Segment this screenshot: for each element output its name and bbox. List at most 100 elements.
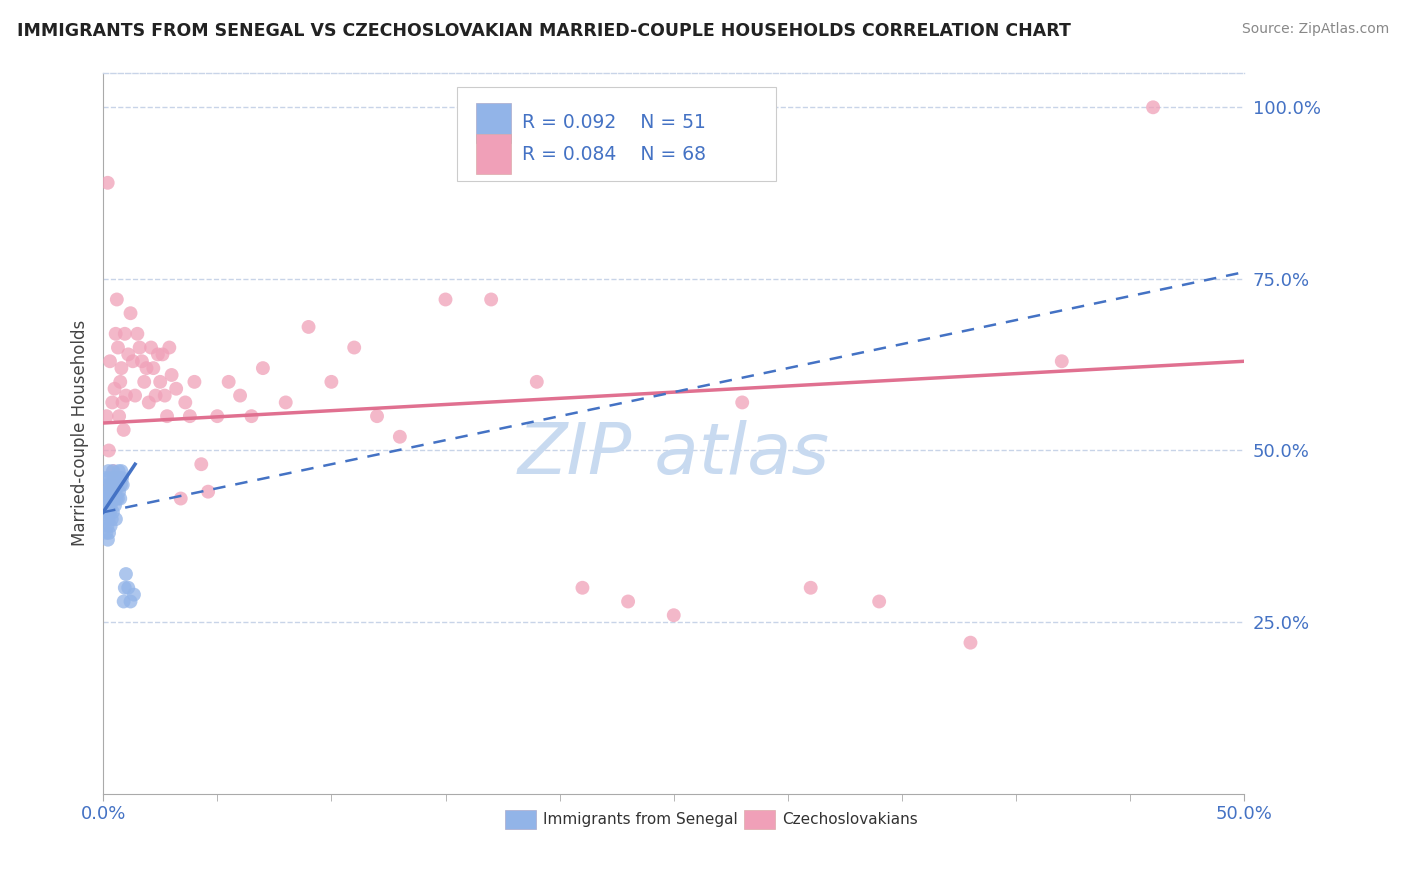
Point — [115, 567, 138, 582]
Point — [100, 491, 122, 506]
Point — [170, 491, 193, 506]
Text: Source: ZipAtlas.com: Source: ZipAtlas.com — [1241, 22, 1389, 37]
Point — [100, 484, 122, 499]
Point — [103, 382, 125, 396]
Point — [107, 478, 129, 492]
Point — [139, 341, 162, 355]
Point — [96, 505, 118, 519]
Point — [94, 512, 117, 526]
Point — [959, 635, 981, 649]
Point — [108, 484, 131, 499]
Point — [104, 512, 127, 526]
Point — [146, 347, 169, 361]
Point — [388, 430, 411, 444]
Point — [179, 409, 201, 424]
Point — [229, 388, 252, 402]
Point — [112, 594, 135, 608]
Point — [100, 478, 122, 492]
Point — [366, 409, 388, 424]
Point — [114, 326, 136, 341]
Text: Immigrants from Senegal: Immigrants from Senegal — [543, 812, 738, 827]
Text: R = 0.092    N = 51: R = 0.092 N = 51 — [522, 113, 706, 132]
Point — [104, 326, 127, 341]
Point — [97, 512, 120, 526]
Text: Czechoslovakians: Czechoslovakians — [782, 812, 918, 827]
Point — [107, 341, 129, 355]
Text: R = 0.084    N = 68: R = 0.084 N = 68 — [522, 145, 706, 164]
Point — [103, 471, 125, 485]
Point — [97, 484, 120, 499]
Point — [160, 368, 183, 382]
Point — [97, 464, 120, 478]
Point — [110, 491, 132, 506]
Point — [111, 471, 134, 485]
Point — [571, 581, 593, 595]
Point — [96, 519, 118, 533]
Point — [107, 464, 129, 478]
Point — [96, 499, 118, 513]
Point — [731, 395, 754, 409]
Point — [479, 293, 502, 307]
Point — [122, 588, 145, 602]
Point — [121, 354, 143, 368]
Point — [156, 409, 179, 424]
Point — [343, 341, 366, 355]
Point — [617, 594, 640, 608]
Point — [94, 471, 117, 485]
Point — [145, 388, 167, 402]
Point — [274, 395, 297, 409]
Point — [94, 491, 117, 506]
Point — [97, 533, 120, 547]
Point — [1050, 354, 1073, 368]
Point — [96, 484, 118, 499]
Point — [110, 375, 132, 389]
Point — [128, 341, 150, 355]
Point — [100, 478, 122, 492]
Point — [120, 306, 142, 320]
Point — [108, 409, 131, 424]
Point — [96, 525, 118, 540]
Text: ZIP atlas: ZIP atlas — [517, 420, 830, 490]
Point — [1142, 100, 1164, 114]
Text: IMMIGRANTS FROM SENEGAL VS CZECHOSLOVAKIAN MARRIED-COUPLE HOUSEHOLDS CORRELATION: IMMIGRANTS FROM SENEGAL VS CZECHOSLOVAKI… — [17, 22, 1071, 40]
Point — [115, 388, 138, 402]
Point — [868, 594, 890, 608]
Point — [124, 388, 146, 402]
Point — [252, 361, 274, 376]
Point — [111, 395, 134, 409]
FancyBboxPatch shape — [477, 134, 510, 174]
Point — [110, 478, 132, 492]
Point — [153, 388, 176, 402]
FancyBboxPatch shape — [477, 103, 510, 143]
Point — [134, 375, 156, 389]
Point — [321, 375, 343, 389]
Point — [127, 326, 149, 341]
Point — [434, 293, 457, 307]
Point — [131, 354, 153, 368]
Point — [100, 519, 122, 533]
Point — [117, 581, 139, 595]
Point — [97, 176, 120, 190]
Point — [114, 581, 136, 595]
Point — [96, 409, 118, 424]
Point — [101, 464, 124, 478]
Point — [103, 491, 125, 506]
Point — [97, 491, 120, 506]
Point — [138, 395, 160, 409]
Point — [103, 464, 125, 478]
Point — [111, 478, 134, 492]
Point — [142, 361, 165, 376]
Point — [100, 499, 122, 513]
Point — [98, 499, 121, 513]
Point — [104, 499, 127, 513]
Point — [105, 471, 128, 485]
Point — [120, 594, 142, 608]
Point — [101, 505, 124, 519]
Point — [98, 525, 121, 540]
Point — [117, 347, 139, 361]
Point — [240, 409, 263, 424]
Point — [297, 320, 319, 334]
Point — [110, 361, 132, 376]
Point — [108, 471, 131, 485]
Point — [207, 409, 229, 424]
